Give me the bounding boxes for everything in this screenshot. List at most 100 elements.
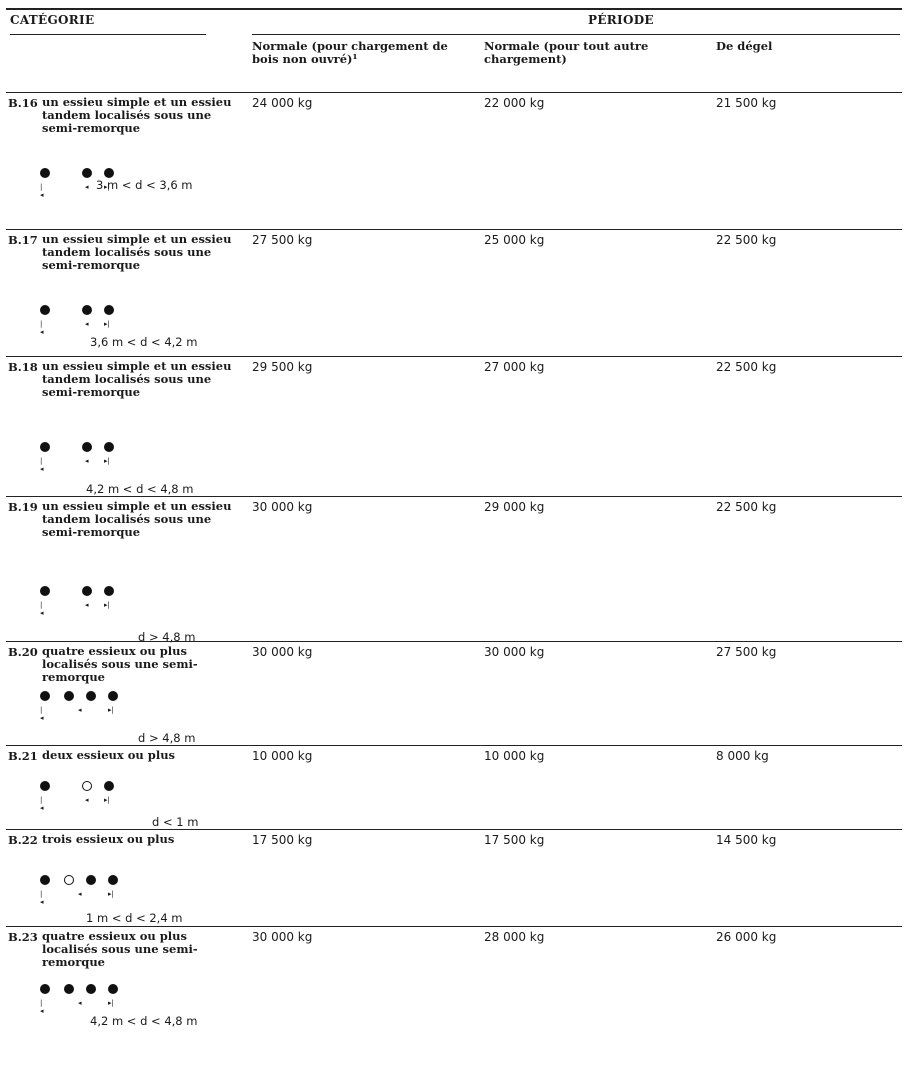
axle-icon: [64, 691, 74, 701]
table-row: B.21 deux essieux ou plus |◂ ◂ ▸| d < 1 m 10 0…: [6, 747, 902, 831]
distance-tick-icon: ◂: [85, 601, 89, 609]
axle-icon: [104, 305, 114, 315]
distance-tick-icon: ◂: [78, 999, 82, 1007]
weight-limit-v3: 22 500 kg: [716, 233, 777, 247]
category-description: un essieu simple et un essieu tandem loc…: [42, 232, 232, 272]
weight-limit-v3: 21 500 kg: [716, 96, 777, 110]
table-row: B.19 un essieu simple et un essieu tandem…: [6, 498, 902, 645]
distance-tick-icon: ◂: [78, 890, 82, 898]
weight-limit-v1: 10 000 kg: [252, 749, 313, 763]
header-col-normal-autre: Normale (pour tout autre chargement): [484, 39, 649, 66]
distance-formula: 3 m < d < 3,6 m: [96, 178, 193, 192]
weight-limit-v1: 30 000 kg: [252, 645, 313, 659]
distance-tick-icon: |◂: [40, 601, 44, 617]
table-row: B.22 trois essieux ou plus |◂ ◂ ▸| 1 m < d < …: [6, 831, 902, 926]
axle-icon: [40, 875, 50, 885]
weight-limit-v3: 22 500 kg: [716, 500, 777, 514]
distance-formula: d > 4,8 m: [138, 630, 196, 644]
category-description: quatre essieux ou plus localisés sous un…: [42, 929, 198, 969]
category-code: B.22: [8, 833, 38, 847]
category-description: trois essieux ou plus: [42, 832, 175, 846]
axle-icon: [104, 442, 114, 452]
distance-tick-icon: |◂: [40, 183, 44, 199]
axle-icon: [82, 442, 92, 452]
axle-icon: [108, 875, 118, 885]
weight-limit-v3: 27 500 kg: [716, 645, 777, 659]
weight-limit-v2: 29 000 kg: [484, 500, 545, 514]
distance-tick-icon: |◂: [40, 999, 44, 1015]
row-divider: [6, 926, 902, 927]
table-row: B.20 quatre essieux ou plus localisés sou…: [6, 643, 902, 747]
category-description: deux essieux ou plus: [42, 748, 176, 762]
weight-limit-v2: 17 500 kg: [484, 833, 545, 847]
axle-icon: [82, 586, 92, 596]
category-code: B.18: [8, 360, 38, 374]
distance-tick-icon: ▸|: [108, 706, 114, 714]
weight-limit-v1: 30 000 kg: [252, 500, 313, 514]
table-row: B.23 quatre essieux ou plus localisés sou…: [6, 928, 902, 1068]
category-code: B.21: [8, 749, 38, 763]
distance-tick-icon: ◂: [85, 320, 89, 328]
distance-tick-icon: |◂: [40, 796, 44, 812]
axle-icon: [64, 984, 74, 994]
axle-icon: [82, 305, 92, 315]
axle-icon: [108, 691, 118, 701]
distance-tick-icon: |◂: [40, 706, 44, 722]
row-divider: [6, 829, 902, 830]
axle-icon: [40, 305, 50, 315]
axle-icon: [40, 442, 50, 452]
axle-icon: [104, 586, 114, 596]
category-description: un essieu simple et un essieu tandem loc…: [42, 499, 232, 539]
periode-underline: [252, 34, 900, 35]
category-code: B.19: [8, 500, 38, 514]
distance-formula: 4,2 m < d < 4,8 m: [86, 482, 194, 496]
category-description: un essieu simple et un essieu tandem loc…: [42, 95, 232, 135]
weight-limit-v2: 30 000 kg: [484, 645, 545, 659]
distance-tick-icon: ◂: [85, 457, 89, 465]
header-col-degel: De dégel: [716, 39, 773, 53]
row-divider: [6, 92, 902, 93]
distance-tick-icon: ◂: [78, 706, 82, 714]
category-description: un essieu simple et un essieu tandem loc…: [42, 359, 232, 399]
weight-limit-v2: 25 000 kg: [484, 233, 545, 247]
axle-icon: [108, 984, 118, 994]
row-divider: [6, 496, 902, 497]
axle-icon: [40, 984, 50, 994]
distance-tick-icon: ▸|: [104, 320, 110, 328]
weight-limit-v2: 22 000 kg: [484, 96, 545, 110]
weight-limit-v1: 17 500 kg: [252, 833, 313, 847]
header-categorie: CATÉGORIE: [10, 13, 95, 27]
category-description: quatre essieux ou plus localisés sous un…: [42, 644, 198, 684]
distance-formula: 3,6 m < d < 4,2 m: [90, 335, 198, 349]
weight-limit-v3: 8 000 kg: [716, 749, 769, 763]
distance-formula: d > 4,8 m: [138, 731, 196, 745]
table-row: B.16 un essieu simple et un essieu tandem…: [6, 94, 902, 202]
distance-tick-icon: ◂: [85, 796, 89, 804]
top-rule: [6, 8, 902, 10]
weight-limit-v2: 28 000 kg: [484, 930, 545, 944]
weight-limit-v3: 26 000 kg: [716, 930, 777, 944]
distance-formula: 4,2 m < d < 4,8 m: [90, 1014, 198, 1028]
distance-tick-icon: ◂: [85, 183, 89, 191]
row-divider: [6, 356, 902, 357]
distance-tick-icon: ▸|: [108, 890, 114, 898]
weight-limit-v2: 27 000 kg: [484, 360, 545, 374]
axle-icon: [86, 984, 96, 994]
distance-tick-icon: ▸|: [104, 601, 110, 609]
axle-icon: [82, 168, 92, 178]
distance-tick-icon: |◂: [40, 320, 44, 336]
distance-tick-icon: ▸|: [108, 999, 114, 1007]
row-divider: [6, 641, 902, 642]
weight-limit-v1: 27 500 kg: [252, 233, 313, 247]
distance-tick-icon: ▸|: [104, 796, 110, 804]
category-code: B.17: [8, 233, 38, 247]
distance-tick-icon: |◂: [40, 457, 44, 473]
row-divider: [6, 745, 902, 746]
distance-formula: 1 m < d < 2,4 m: [86, 911, 183, 925]
weight-limit-v2: 10 000 kg: [484, 749, 545, 763]
axle-icon: [40, 691, 50, 701]
distance-formula: d < 1 m: [152, 815, 199, 829]
axle-icon: [86, 691, 96, 701]
weight-limit-v1: 24 000 kg: [252, 96, 313, 110]
table-row: B.17 un essieu simple et un essieu tandem…: [6, 231, 902, 359]
